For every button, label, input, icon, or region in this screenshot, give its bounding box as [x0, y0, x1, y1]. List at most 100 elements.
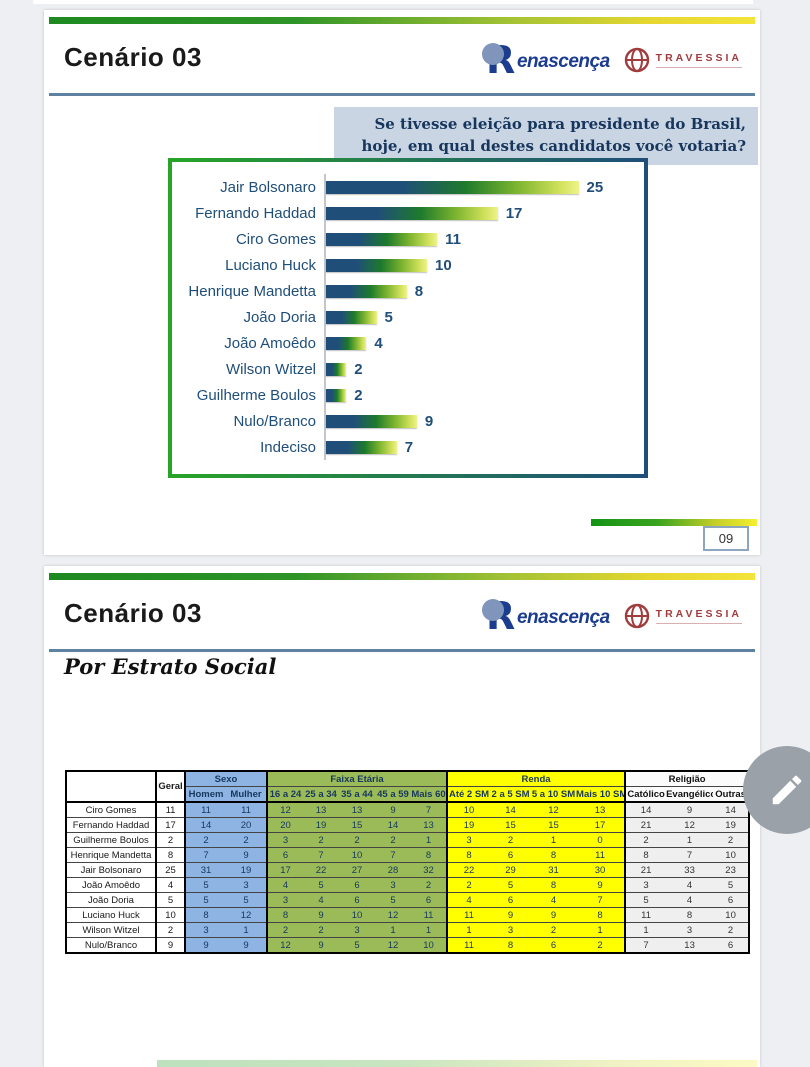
- table-cell-faixa: 14: [375, 817, 411, 833]
- table-cell-renda: 8: [531, 877, 577, 893]
- table-subheader: 25 a 34: [303, 786, 339, 803]
- edit-fab[interactable]: [743, 746, 810, 834]
- table-cell-geral: 10: [156, 907, 186, 923]
- chart-category-label: Indeciso: [260, 438, 316, 456]
- renascenca-logo-icon: R: [481, 594, 516, 638]
- table-cell-faixa: 3: [266, 832, 303, 848]
- table-cell-religiao: 8: [624, 847, 667, 863]
- table-corner: [66, 770, 157, 803]
- table-subheader: Católico: [624, 786, 667, 803]
- table-cell-faixa: 28: [375, 862, 411, 878]
- chart-value-label: 11: [445, 230, 461, 248]
- table-cell-renda: 11: [446, 907, 491, 923]
- table-cell-religiao: 8: [666, 907, 714, 923]
- slide-table: Cenário 03 R enascença TRAVESSIA Por Est…: [44, 566, 760, 1067]
- table-cell-religiao: 3: [624, 877, 667, 893]
- table-candidate-name: Wilson Witzel: [66, 922, 157, 938]
- chart-category-label: Ciro Gomes: [235, 230, 316, 248]
- chart-row: João Doria 5: [172, 304, 644, 330]
- table-candidate-name: Guilherme Boulos: [66, 832, 157, 848]
- chart-bar: [326, 206, 498, 220]
- table-cell-renda: 9: [490, 907, 532, 923]
- table-cell-sexo: 31: [184, 862, 226, 878]
- renascenca-circle-icon: [481, 43, 504, 65]
- header-divider: [49, 649, 755, 652]
- table-cell-religiao: 5: [624, 892, 667, 908]
- table-row: Luciano Huck 10 8 12 8 9 10 12 11 11 9 9 8 11 8 10: [66, 907, 750, 923]
- table-cell-sexo: 11: [226, 801, 267, 818]
- chart-bar: [326, 284, 407, 298]
- table-cell-renda: 15: [531, 817, 577, 833]
- table-cell-religiao: 14: [624, 801, 667, 818]
- table-cell-faixa: 10: [339, 907, 375, 923]
- table-candidate-name: João Amoêdo: [66, 877, 157, 893]
- chart-row: Wilson Witzel 2: [172, 356, 644, 382]
- table-cell-faixa: 13: [411, 817, 448, 833]
- table-cell-faixa: 2: [339, 832, 375, 848]
- chart-row: Ciro Gomes 11: [172, 226, 644, 252]
- table-cell-religiao: 2: [713, 922, 750, 938]
- table-cell-renda: 31: [531, 862, 577, 878]
- table-cell-faixa: 3: [375, 877, 411, 893]
- footer-accent-bar-partial: [157, 1060, 757, 1067]
- table-cell-sexo: 9: [226, 847, 267, 863]
- chart-category-label: João Doria: [243, 308, 316, 326]
- table-cell-religiao: 21: [624, 862, 667, 878]
- table-cell-sexo: 12: [226, 907, 267, 923]
- table-cell-faixa: 9: [303, 907, 339, 923]
- chart-row: João Amoêdo 4: [172, 330, 644, 356]
- table-cell-renda: 11: [576, 847, 626, 863]
- table-cell-renda: 2: [576, 937, 626, 954]
- table-candidate-name: Nulo/Branco: [66, 937, 157, 954]
- table-cell-geral: 4: [156, 877, 186, 893]
- page-number-box: 09: [703, 526, 749, 551]
- table-cell-faixa: 27: [339, 862, 375, 878]
- travessia-logo: TRAVESSIA: [624, 47, 742, 73]
- chart-category-label: Guilherme Boulos: [196, 386, 316, 404]
- chart-bar-track: 5: [324, 304, 644, 330]
- table-cell-faixa: 8: [411, 847, 448, 863]
- table-subheader: 35 a 44: [339, 786, 375, 803]
- section-title: Por Estrato Social: [64, 654, 277, 679]
- table-cell-faixa: 5: [339, 937, 375, 954]
- question-box: Se tivesse eleição para presidente do Br…: [334, 107, 758, 165]
- table-cell-sexo: 3: [226, 877, 267, 893]
- table-cell-sexo: 9: [184, 937, 226, 954]
- table-cell-religiao: 10: [713, 847, 750, 863]
- renascenca-logo: R enascença: [481, 38, 610, 82]
- table-row: Guilherme Boulos 2 2 2 3 2 2 2 1 3 2 1 0 2 1 2: [66, 832, 750, 848]
- table-header-geral: Geral: [156, 770, 186, 803]
- table-cell-religiao: 11: [624, 907, 667, 923]
- table-cell-religiao: 14: [713, 801, 750, 818]
- table-cell-religiao: 5: [713, 877, 750, 893]
- table-cell-sexo: 14: [184, 817, 226, 833]
- table-cell-renda: 15: [490, 817, 532, 833]
- chart-row: Henrique Mandetta 8: [172, 278, 644, 304]
- chart-value-label: 25: [586, 178, 604, 196]
- table-candidate-name: Jair Bolsonaro: [66, 862, 157, 878]
- slide-title: Cenário 03: [64, 42, 202, 72]
- renascenca-wordmark: enascença: [516, 51, 610, 72]
- table-cell-faixa: 6: [339, 892, 375, 908]
- pencil-icon: [772, 775, 802, 805]
- table-cell-faixa: 9: [303, 937, 339, 954]
- slide-accent-bar: [49, 573, 755, 580]
- table-cell-renda: 11: [446, 937, 491, 954]
- table-subheader: Outras: [713, 786, 750, 803]
- table-subheader: 16 a 24: [266, 786, 303, 803]
- table-cell-renda: 8: [531, 847, 577, 863]
- table-cell-renda: 7: [576, 892, 626, 908]
- table-cell-religiao: 33: [666, 862, 714, 878]
- table-group-header-religiao: Religião: [624, 770, 750, 787]
- table-cell-renda: 8: [490, 937, 532, 954]
- chart-value-label: 5: [384, 308, 393, 326]
- table-cell-religiao: 23: [713, 862, 750, 878]
- chart-row: Guilherme Boulos 2: [172, 382, 644, 408]
- renascenca-logo: R enascença: [481, 594, 610, 638]
- chart-bar-track: 11: [324, 226, 644, 252]
- table-cell-renda: 29: [490, 862, 532, 878]
- table-cell-renda: 3: [446, 832, 491, 848]
- chart-bar-track: 10: [324, 252, 644, 278]
- table-cell-religiao: 12: [666, 817, 714, 833]
- table-cell-faixa: 20: [266, 817, 303, 833]
